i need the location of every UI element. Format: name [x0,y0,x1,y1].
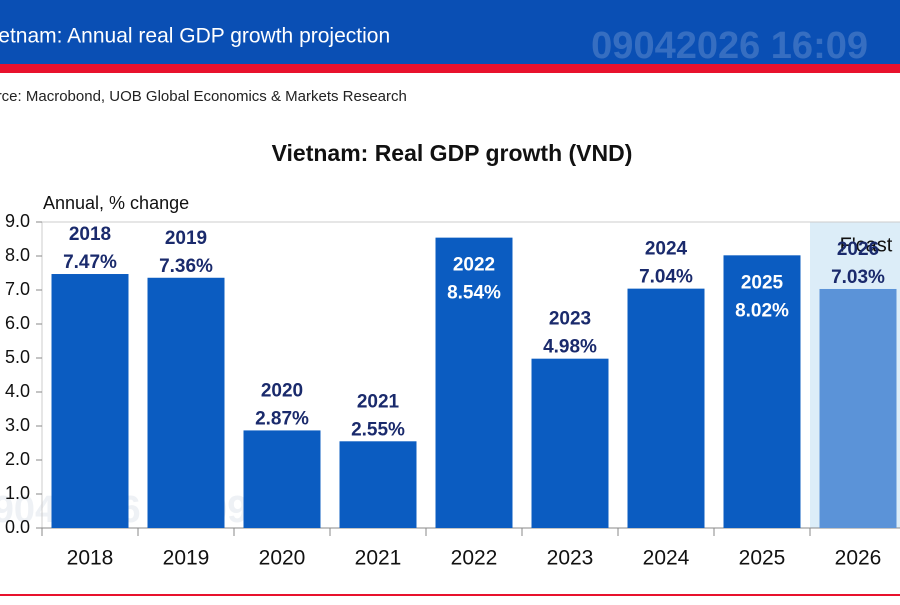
bar-year-label: 2026 [837,239,879,260]
bar-value-label: 7.36% [159,256,213,277]
y-tick-label: 8.0 [5,245,30,265]
x-tick-label: 2022 [451,547,498,570]
plot: F'cast 0.0 1.0 2.0 3.0 4.0 5.0 6.0 7.0 8.0 9.0 2018… [5,211,900,570]
header-bar [0,0,900,64]
bar [243,430,321,528]
y-axis-label: Annual, % change [43,193,189,213]
bar-value-label: 8.02% [735,300,789,321]
y-tick-label: 2.0 [5,449,30,469]
source: Source: Macrobond, UOB Global Economics … [0,88,407,105]
bar [435,237,513,528]
bar [627,288,705,528]
bar-year-label: 2024 [645,239,688,260]
x-tick-label: 2021 [355,547,402,570]
bar-year-label: 2019 [165,228,207,249]
forecast-label: F'cast [840,234,893,256]
bar-year-label: 2025 [741,272,784,293]
x-tick-label: 2018 [67,547,114,570]
bar-year-label: 2020 [261,380,303,401]
page-title: Vietnam: Annual real GDP growth projecti… [0,25,390,48]
bar-value-label: 7.47% [63,252,117,273]
x-tick-label: 2024 [643,547,690,570]
bar-year-label: 2023 [549,309,591,330]
x-tick-label: 2019 [163,547,210,570]
y-tick-label: 1.0 [5,483,30,503]
y-tick-label: 9.0 [5,211,30,231]
y-tick-label: 7.0 [5,279,30,299]
bar-value-label: 7.04% [639,267,693,288]
bar-value-label: 4.98% [543,337,597,358]
bar [147,277,225,528]
bar [51,274,129,528]
bar-value-label: 2.87% [255,408,309,429]
bar [723,255,801,528]
bar [531,358,609,528]
bar [339,441,417,528]
x-tick-label: 2026 [835,547,882,570]
bar-year-label: 2022 [453,255,495,276]
bar-value-label: 2.55% [351,419,405,440]
bar-value-label: 7.03% [831,267,885,288]
y-tick-label: 6.0 [5,313,30,333]
bar [819,288,897,528]
chart-title: Vietnam: Real GDP growth (VND) [272,140,633,166]
bar-value-label: 8.54% [447,283,501,304]
y-tick-label: 0.0 [5,517,30,537]
bar-year-label: 2018 [69,224,111,245]
bar-year-label: 2021 [357,391,400,412]
x-tick-label: 2025 [739,547,786,570]
x-tick-label: 2020 [259,547,306,570]
y-tick-label: 3.0 [5,415,30,435]
x-tick-label: 2023 [547,547,594,570]
y-tick-label: 4.0 [5,381,30,401]
y-tick-label: 5.0 [5,347,30,367]
header-stripe [0,64,900,73]
footer-stripe [0,594,900,596]
watermark: 09042026 16:09 [591,25,868,67]
